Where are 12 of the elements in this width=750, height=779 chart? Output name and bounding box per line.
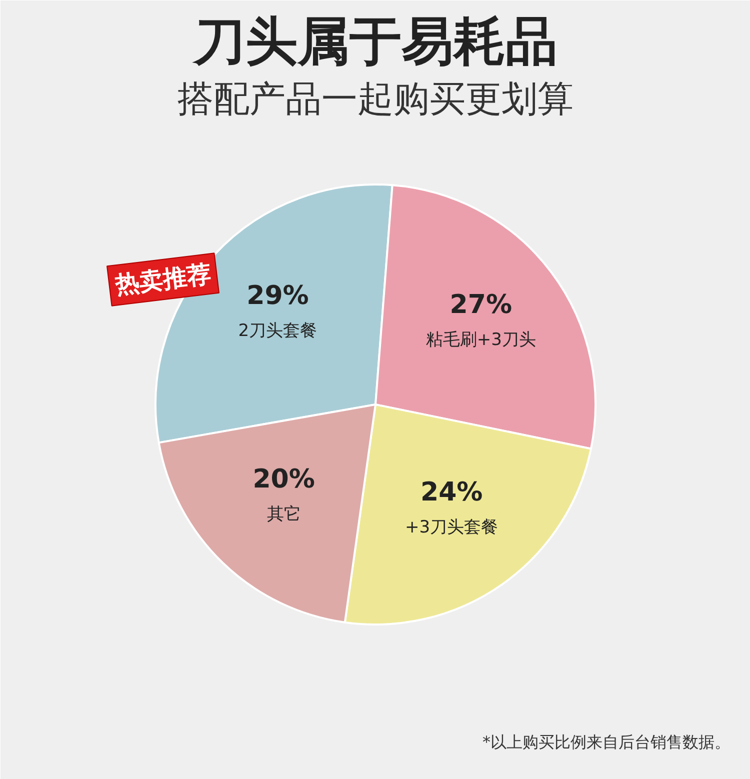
chart-subtitle: 搭配产品一起购买更划算 (178, 79, 574, 120)
data-label: 20% (252, 464, 315, 494)
data-label: 29% (246, 280, 309, 311)
slice-label: 其它 (266, 504, 301, 524)
data-label: 24% (420, 477, 483, 508)
text: *以上购买比例来自后台销售数据。 (482, 732, 730, 752)
data-label: 27% (450, 290, 512, 320)
text: 热卖推荐 (112, 260, 212, 300)
slice-label: 2刀头套餐 (238, 320, 318, 341)
slice-label: +3刀头套餐 (405, 517, 498, 538)
chart-title: 刀头属于易耗品 (192, 12, 558, 72)
slice-label: 粘毛刷+3刀头 (426, 330, 536, 350)
